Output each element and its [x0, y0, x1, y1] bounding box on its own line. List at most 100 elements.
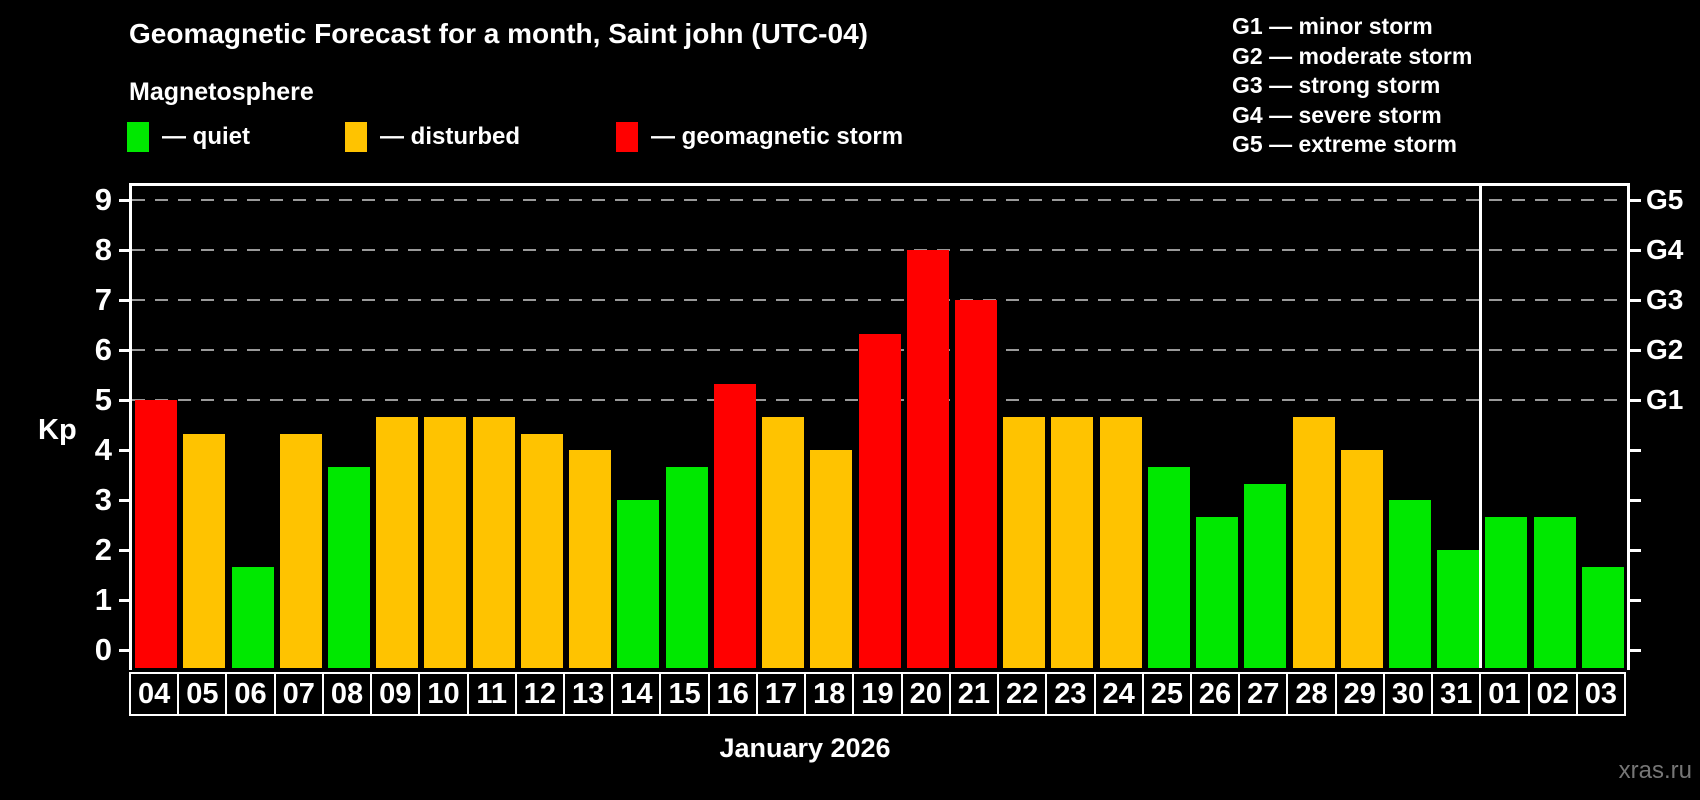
watermark: xras.ru [1618, 757, 1692, 784]
legend-item-quiet: — quiet [127, 122, 250, 152]
date-label-08: 08 [321, 672, 373, 716]
kp-bar-day-15 [665, 466, 708, 668]
legend-label-quiet: — quiet [162, 123, 250, 150]
date-label-02: 02 [1527, 672, 1578, 716]
g5-legend-line: G5 — extreme storm [1232, 131, 1457, 157]
date-label-15: 15 [659, 672, 710, 716]
date-label-05: 05 [177, 672, 228, 716]
date-label-18: 18 [804, 672, 855, 716]
date-label-22: 22 [997, 672, 1048, 716]
kp-bar-day-10 [424, 416, 467, 668]
date-label-04: 04 [129, 672, 180, 716]
date-label-07: 07 [273, 672, 324, 716]
date-label-11: 11 [466, 672, 517, 716]
kp-bar-day-05 [183, 433, 226, 668]
date-label-01: 01 [1479, 672, 1530, 716]
kp-bar-day-24 [1099, 416, 1142, 668]
y-tick-label-2: 2 [94, 532, 112, 567]
kp-bar-day-14 [617, 500, 660, 668]
legend-item-storm: — geomagnetic storm [616, 122, 903, 152]
date-label-13: 13 [563, 672, 614, 716]
y-axis-right [1627, 183, 1630, 670]
date-label-31: 31 [1431, 672, 1482, 716]
right-tick-0 [1630, 649, 1641, 652]
date-label-10: 10 [418, 672, 469, 716]
kp-bar-day-04 [135, 400, 178, 668]
legend-label-disturbed: — disturbed [380, 123, 521, 150]
y-tick-label-5: 5 [94, 382, 112, 417]
right-tick-8 [1630, 249, 1641, 252]
g3-legend-line: G3 — strong storm [1232, 72, 1441, 98]
right-tick-2 [1630, 549, 1641, 552]
kp-bar-day-02 [1533, 516, 1576, 668]
y-tick-label-9: 9 [94, 182, 112, 217]
date-label-16: 16 [707, 672, 758, 716]
plot-area [132, 186, 1627, 668]
date-label-21: 21 [948, 672, 1000, 716]
kp-bar-day-06 [231, 566, 274, 668]
date-label-19: 19 [852, 672, 903, 716]
y-axis-title: Kp [38, 414, 77, 446]
kp-bar-day-20 [906, 250, 949, 668]
y-tick-7 [119, 299, 130, 302]
kp-bar-day-12 [520, 433, 563, 668]
y-axis-left [129, 183, 132, 670]
right-axis-label-g1: G1 [1646, 384, 1684, 415]
chart-title: Geomagnetic Forecast for a month, Saint … [129, 18, 868, 49]
date-label-20: 20 [900, 672, 951, 716]
kp-bar-day-29 [1340, 450, 1383, 668]
right-tick-9 [1630, 199, 1641, 202]
kp-bar-day-07 [279, 433, 322, 668]
month-separator-line [1479, 186, 1483, 668]
kp-bar-day-25 [1147, 466, 1190, 668]
date-label-30: 30 [1382, 672, 1434, 716]
kp-bar-day-22 [1003, 416, 1046, 668]
y-tick-label-0: 0 [94, 632, 112, 667]
date-label-03: 03 [1575, 672, 1626, 716]
kp-bar-day-13 [569, 450, 612, 668]
kp-bar-day-30 [1388, 500, 1431, 668]
y-tick-label-7: 7 [94, 282, 112, 317]
date-label-24: 24 [1093, 672, 1144, 716]
kp-bar-day-08 [328, 466, 371, 668]
kp-bar-day-11 [472, 416, 515, 668]
g1-legend-line: G1 — minor storm [1232, 13, 1433, 39]
y-tick-label-3: 3 [94, 482, 112, 517]
y-tick-4 [119, 449, 130, 452]
date-label-17: 17 [755, 672, 807, 716]
gridline-kp9 [132, 199, 1627, 201]
quiet-color-swatch [127, 122, 149, 152]
date-label-28: 28 [1286, 672, 1337, 716]
legend-item-disturbed: — disturbed [345, 122, 520, 152]
kp-bar-day-26 [1196, 516, 1239, 668]
right-tick-5 [1630, 399, 1641, 402]
y-tick-8 [119, 249, 130, 252]
y-tick-label-1: 1 [94, 582, 112, 617]
storm-color-swatch [616, 122, 638, 152]
date-label-14: 14 [611, 672, 662, 716]
kp-bar-day-01 [1485, 516, 1528, 668]
kp-bar-day-16 [713, 383, 756, 668]
y-tick-6 [119, 349, 130, 352]
y-tick-0 [119, 649, 130, 652]
right-axis-label-g4: G4 [1646, 234, 1684, 265]
right-axis-label-g2: G2 [1646, 334, 1684, 365]
y-tick-1 [119, 599, 130, 602]
right-axis-label-g5: G5 [1646, 184, 1684, 215]
right-tick-3 [1630, 499, 1641, 502]
right-axis-label-g3: G3 [1646, 284, 1684, 315]
y-tick-label-4: 4 [94, 432, 112, 467]
date-label-27: 27 [1238, 672, 1289, 716]
gridline-kp8 [132, 249, 1627, 251]
g2-legend-line: G2 — moderate storm [1232, 42, 1473, 69]
kp-bar-day-18 [810, 450, 853, 668]
y-tick-5 [119, 399, 130, 402]
date-label-29: 29 [1334, 672, 1385, 716]
kp-bar-day-21 [954, 300, 997, 668]
kp-bar-day-23 [1051, 416, 1094, 668]
chart-subtitle: Magnetosphere [129, 78, 314, 106]
g4-legend-line: G4 — severe storm [1232, 101, 1442, 128]
gridline-kp7 [132, 299, 1627, 301]
right-tick-4 [1630, 449, 1641, 452]
